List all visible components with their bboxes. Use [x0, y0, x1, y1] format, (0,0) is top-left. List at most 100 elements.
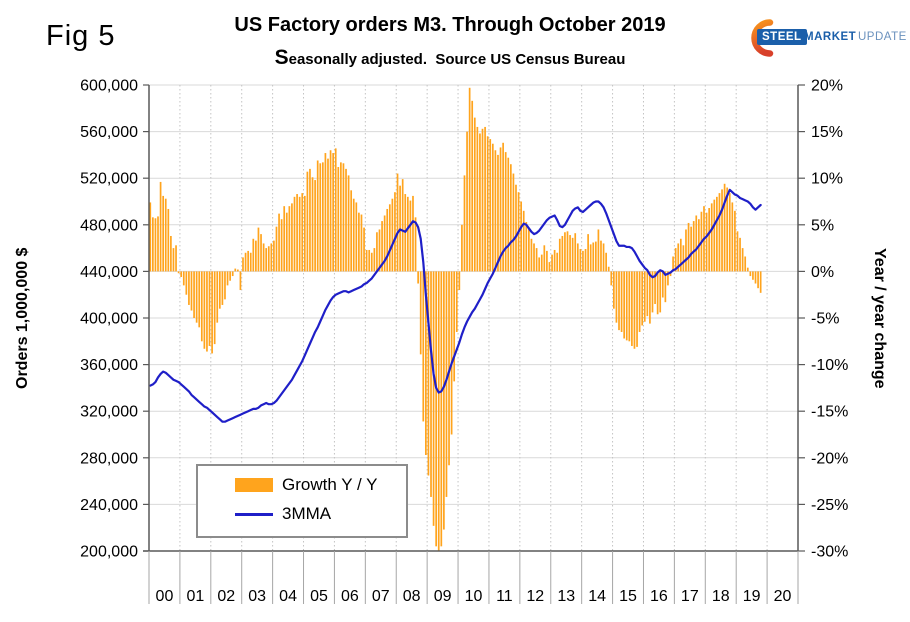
growth-bar: [190, 271, 193, 311]
growth-bar: [358, 212, 360, 272]
growth-bar: [396, 173, 399, 272]
growth-bar: [548, 262, 551, 272]
growth-bar: [296, 194, 298, 272]
growth-bar: [203, 271, 206, 349]
growth-bar: [229, 271, 231, 281]
growth-bar: [388, 204, 391, 272]
x-axis-year-label: 19: [743, 588, 761, 605]
growth-bar: [283, 206, 286, 272]
growth-bar: [515, 184, 517, 272]
growth-bar: [352, 198, 355, 272]
right-axis-tick-label: 10%: [811, 171, 843, 188]
figure-label: Fig 5: [46, 20, 116, 52]
growth-bar: [242, 257, 244, 272]
growth-bar: [525, 222, 528, 272]
growth-bar: [466, 131, 468, 272]
logo-crescent-icon: [751, 19, 774, 57]
growth-bar: [311, 177, 314, 272]
right-axis-tick-label: 5%: [811, 217, 834, 234]
growth-bar: [218, 271, 221, 309]
growth-bar: [739, 237, 741, 272]
growth-bar: [605, 252, 607, 272]
growth-bar: [445, 271, 448, 497]
growth-bar: [244, 252, 247, 272]
growth-bar: [363, 227, 365, 272]
growth-bar: [736, 231, 739, 272]
growth-bar: [708, 208, 710, 272]
growth-bar: [600, 240, 602, 272]
growth-bar: [458, 271, 461, 291]
growth-bar: [615, 271, 618, 323]
growth-bar: [270, 243, 273, 272]
left-axis-tick-label: 320,000: [80, 404, 138, 421]
growth-bar: [368, 249, 371, 272]
growth-bar: [409, 200, 412, 272]
growth-bar: [728, 193, 731, 272]
growth-bar: [154, 218, 157, 272]
growth-bar: [430, 271, 432, 497]
chart-title: US Factory orders M3. Through October 20…: [234, 14, 666, 36]
growth-bar: [710, 203, 713, 272]
growth-bar: [378, 229, 381, 272]
growth-bar: [602, 243, 605, 272]
growth-bar: [638, 271, 641, 332]
right-axis-tick-label: -20%: [811, 450, 848, 467]
x-axis-year-label: 01: [186, 588, 204, 605]
growth-bar: [249, 252, 252, 272]
growth-bar: [461, 224, 463, 272]
growth-bar: [463, 175, 466, 272]
growth-bar: [239, 271, 242, 291]
growth-bar: [594, 241, 597, 272]
growth-bar: [491, 143, 494, 272]
growth-bar: [667, 271, 669, 286]
growth-bar: [273, 240, 275, 272]
growth-bar: [574, 233, 577, 272]
growth-bar: [301, 193, 304, 272]
legend-label-3mma: 3MMA: [282, 504, 332, 523]
growth-bar: [265, 248, 268, 272]
growth-bar: [643, 271, 646, 322]
growth-bar: [206, 271, 208, 352]
growth-bar: [167, 208, 170, 272]
growth-bar: [546, 250, 548, 272]
growth-bar: [484, 126, 486, 272]
growth-bar: [486, 136, 489, 272]
growth-bar: [319, 163, 322, 272]
growth-bar: [576, 243, 579, 272]
growth-bar: [345, 168, 347, 272]
growth-bar: [741, 248, 744, 272]
x-axis-year-label: 04: [279, 588, 297, 605]
growth-bar: [533, 243, 535, 272]
growth-bar: [386, 208, 389, 272]
growth-bar: [641, 271, 644, 326]
growth-bar: [499, 147, 502, 272]
growth-bar: [365, 249, 368, 272]
growth-bar: [579, 249, 582, 272]
growth-bar: [314, 180, 316, 272]
growth-bar: [278, 213, 280, 272]
logo-steel-text: STEEL: [757, 29, 807, 45]
growth-bar: [280, 219, 283, 272]
growth-bar: [507, 157, 510, 272]
growth-bar: [582, 250, 584, 272]
growth-bar: [556, 252, 559, 272]
growth-bar: [440, 271, 443, 547]
title-block: US Factory orders M3. Through October 20…: [120, 14, 780, 70]
growth-bar: [188, 271, 190, 305]
growth-bar: [504, 152, 507, 272]
growth-bar: [551, 254, 553, 272]
growth-bar: [651, 271, 654, 313]
growth-bar: [247, 250, 249, 272]
growth-bar: [213, 271, 216, 345]
growth-bar: [164, 198, 167, 272]
mma-series-swatch: [235, 513, 273, 516]
growth-bar: [376, 232, 378, 272]
growth-bar: [309, 168, 311, 272]
right-axis-tick-label: -15%: [811, 404, 848, 421]
growth-bar: [226, 271, 229, 286]
left-axis-tick-label: 560,000: [80, 124, 138, 141]
growth-bar: [417, 271, 419, 284]
growth-bar: [406, 196, 409, 272]
x-axis-year-label: 05: [310, 588, 328, 605]
